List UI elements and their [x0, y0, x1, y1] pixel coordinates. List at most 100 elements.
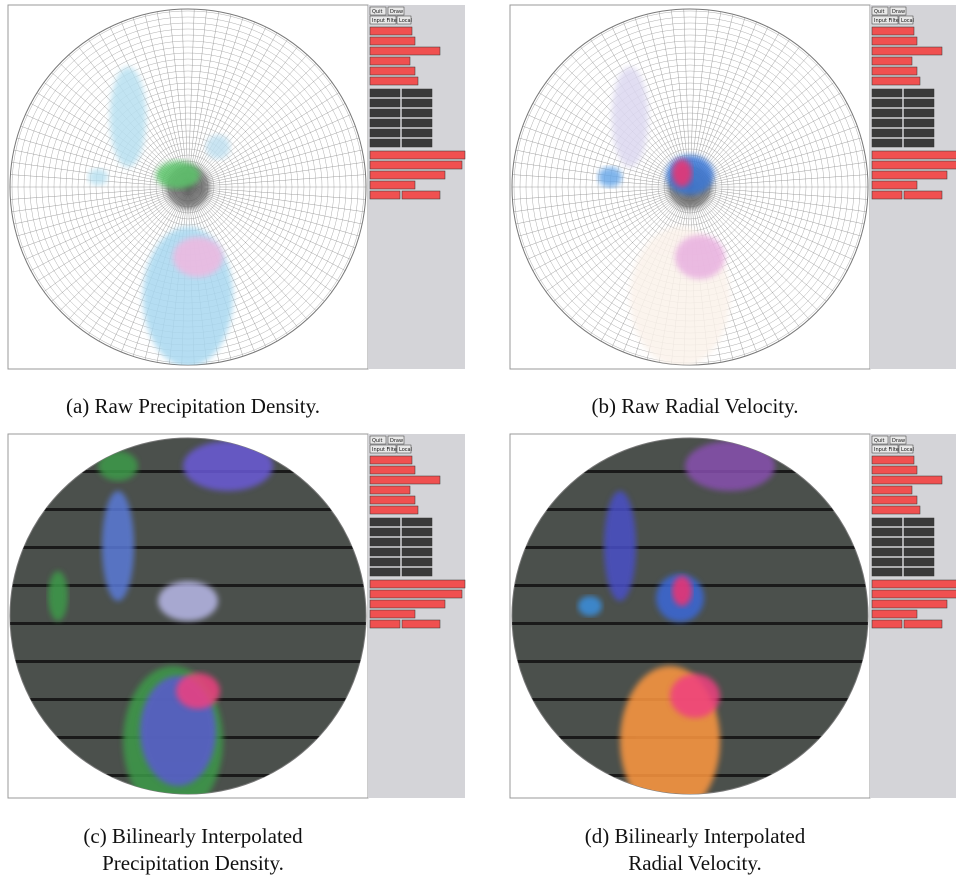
button [370, 99, 400, 107]
button [370, 129, 400, 137]
button [872, 600, 947, 608]
button [904, 99, 934, 107]
button [872, 47, 942, 55]
stripe [510, 508, 870, 511]
button [872, 538, 902, 546]
stripe [8, 508, 368, 511]
button [370, 518, 400, 526]
button [370, 610, 415, 618]
button [872, 27, 914, 35]
button-label: Input Filter [372, 447, 400, 453]
button [872, 548, 902, 556]
button [370, 568, 400, 576]
button [402, 109, 432, 117]
caption: (b) Raw Radial Velocity. [591, 394, 798, 418]
button [904, 528, 934, 536]
button [904, 89, 934, 97]
stripe [510, 622, 870, 625]
button-label: Quit [874, 438, 884, 444]
button [872, 518, 902, 526]
button [370, 139, 400, 147]
button [402, 548, 432, 556]
button [402, 528, 432, 536]
caption: (d) Bilinearly Interpolated [585, 824, 806, 848]
button-label: Input Filter [372, 18, 400, 24]
button [872, 528, 902, 536]
button [872, 99, 902, 107]
echo [604, 491, 636, 601]
button [370, 580, 465, 588]
button-label: Quit [874, 9, 884, 15]
echo [158, 581, 218, 621]
button [370, 171, 445, 179]
button [872, 486, 912, 494]
button [402, 558, 432, 566]
button-label: Local [901, 447, 914, 453]
button [904, 191, 942, 199]
button [872, 610, 917, 618]
echo [173, 237, 223, 277]
echo [672, 576, 692, 606]
button [370, 37, 415, 45]
button [904, 558, 934, 566]
button-label: Input Filter [874, 18, 902, 24]
button [872, 456, 914, 464]
button-label: Local [399, 447, 412, 453]
button [402, 568, 432, 576]
button-label: Quit [372, 9, 382, 15]
figure: QuitDrawInput FilterLocal(a) Raw Precipi… [0, 0, 956, 882]
button [370, 57, 410, 65]
button [370, 151, 465, 159]
caption: (a) Raw Precipitation Density. [66, 394, 320, 418]
button [872, 139, 902, 147]
button [370, 456, 412, 464]
button [872, 590, 956, 598]
echo [672, 159, 692, 187]
echo [88, 169, 108, 185]
button [904, 568, 934, 576]
button [370, 496, 415, 504]
button [370, 89, 400, 97]
echo [670, 674, 720, 718]
echo [156, 161, 200, 189]
button-label: Input Filter [874, 447, 902, 453]
button [370, 119, 400, 127]
button [370, 181, 415, 189]
button [370, 528, 400, 536]
button [370, 77, 418, 85]
button [370, 476, 440, 484]
button [370, 67, 415, 75]
button [872, 496, 917, 504]
button [904, 129, 934, 137]
button [370, 620, 400, 628]
echo [48, 571, 68, 621]
button [872, 506, 920, 514]
button [872, 161, 956, 169]
stripe [8, 660, 368, 663]
echo [675, 235, 725, 279]
button [872, 151, 956, 159]
button [370, 558, 400, 566]
button-label: Draw [892, 9, 905, 15]
button-label: Draw [892, 438, 905, 444]
echo [206, 135, 230, 159]
button [370, 191, 400, 199]
button-label: Draw [390, 9, 403, 15]
button [402, 119, 432, 127]
button [402, 191, 440, 199]
echo [110, 67, 146, 167]
caption: Precipitation Density. [102, 851, 284, 875]
button [370, 47, 440, 55]
button-label: Quit [372, 438, 382, 444]
button [370, 27, 412, 35]
button [872, 466, 917, 474]
caption: (c) Bilinearly Interpolated [83, 824, 303, 848]
button [872, 119, 902, 127]
button [370, 600, 445, 608]
echo [578, 596, 602, 616]
button [402, 518, 432, 526]
button [872, 67, 917, 75]
button [872, 181, 917, 189]
